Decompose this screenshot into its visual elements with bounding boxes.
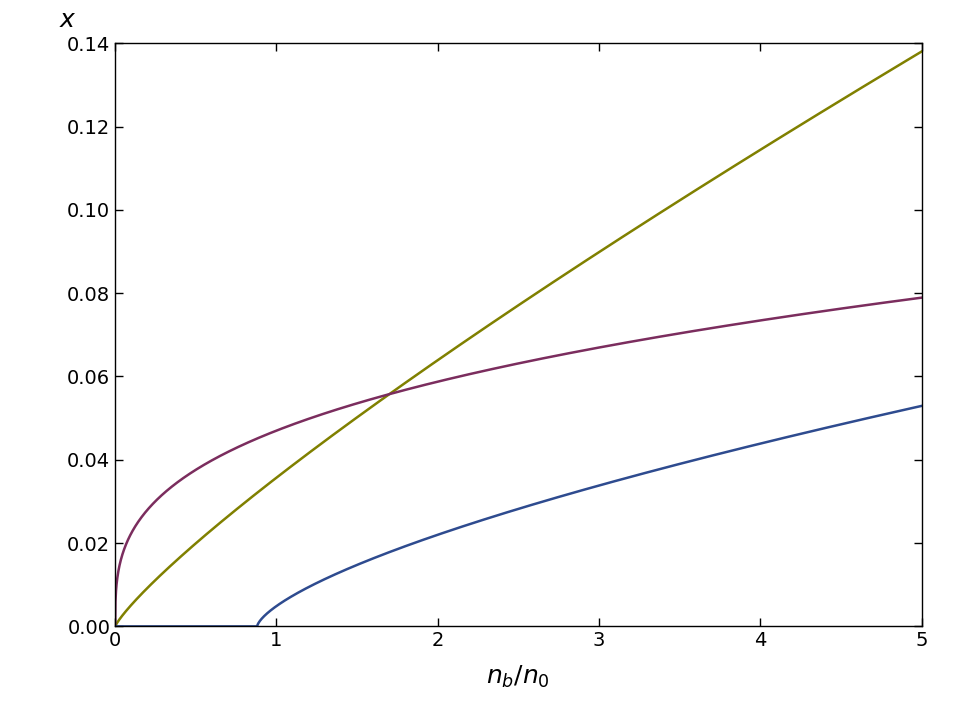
X-axis label: $n_b/n_0$: $n_b/n_0$ bbox=[487, 664, 550, 690]
Y-axis label: x: x bbox=[60, 7, 74, 32]
